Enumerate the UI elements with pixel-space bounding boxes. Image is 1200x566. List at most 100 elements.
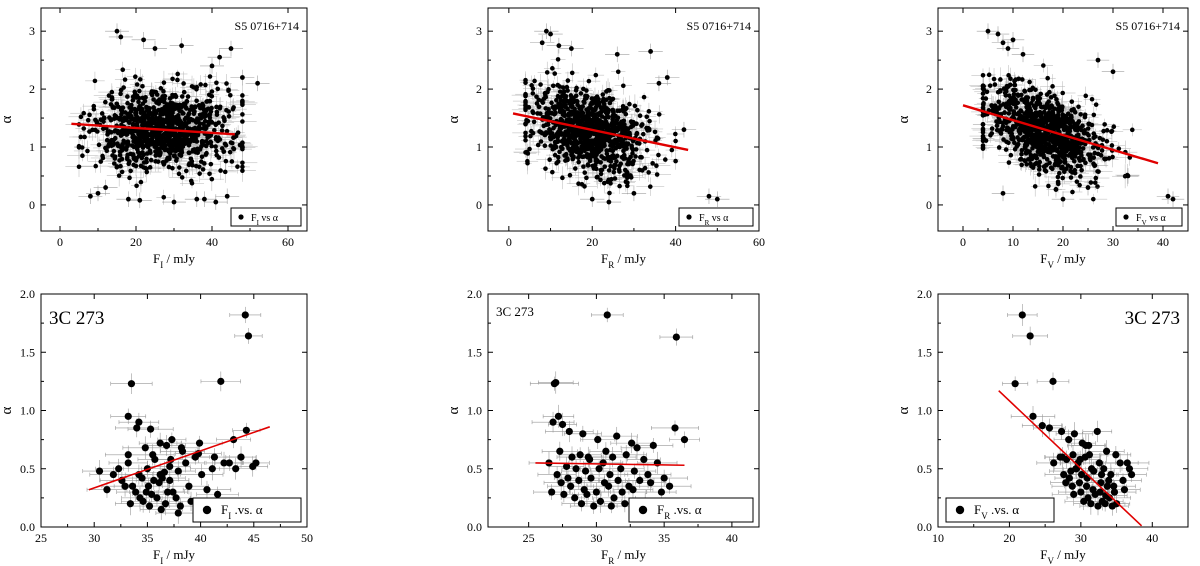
data-point — [640, 131, 646, 137]
data-point — [138, 179, 144, 185]
data-point — [186, 112, 191, 118]
data-point — [240, 102, 245, 108]
data-point — [137, 88, 142, 94]
data-point — [94, 120, 100, 125]
data-point — [654, 163, 659, 169]
data-point — [103, 145, 108, 151]
data-point — [85, 148, 90, 154]
data-point — [147, 165, 153, 170]
data-points — [76, 67, 245, 200]
data-point — [134, 128, 139, 134]
panel-label: S5 0716+714 — [235, 19, 299, 33]
data-point — [166, 164, 172, 170]
data-point — [231, 145, 236, 151]
data-point — [240, 119, 245, 124]
data-point — [125, 100, 130, 106]
data-point — [240, 160, 245, 166]
data-point — [227, 149, 233, 155]
x-tick-label: 60 — [282, 235, 294, 249]
fit-line — [71, 122, 235, 136]
data-point — [137, 116, 142, 122]
data-point — [133, 163, 139, 169]
data-point — [578, 91, 584, 96]
data-point — [179, 137, 184, 143]
data-point — [130, 98, 136, 103]
data-point — [213, 121, 218, 127]
data-point — [203, 125, 209, 131]
data-point — [161, 162, 167, 167]
data-point — [141, 118, 147, 124]
data-point — [240, 164, 245, 170]
data-point — [231, 105, 236, 110]
data-point — [214, 109, 220, 115]
data-point — [255, 80, 260, 86]
data-point — [92, 78, 98, 84]
x-tick-label: 0 — [57, 235, 63, 249]
data-point — [125, 196, 131, 202]
data-point — [176, 121, 182, 127]
data-point — [133, 74, 138, 80]
data-point — [199, 138, 205, 144]
data-point — [155, 129, 161, 135]
data-point — [155, 98, 161, 104]
data-point — [135, 142, 140, 148]
data-point — [220, 123, 225, 129]
data-point — [130, 94, 136, 100]
data-point — [157, 108, 163, 114]
data-point — [175, 132, 181, 138]
data-point — [127, 159, 132, 164]
data-point — [221, 115, 226, 120]
data-point — [179, 175, 185, 180]
data-point — [81, 110, 87, 116]
data-point — [141, 165, 146, 170]
data-point — [218, 168, 223, 173]
data-point — [132, 89, 138, 95]
data-point — [145, 108, 150, 114]
data-point — [141, 37, 147, 43]
data-point — [226, 114, 232, 119]
data-point — [235, 164, 240, 169]
data-point — [137, 197, 143, 203]
data-point — [160, 94, 166, 99]
data-point — [163, 118, 168, 123]
data-point — [149, 89, 155, 94]
data-point — [185, 133, 190, 138]
data-point — [114, 164, 120, 169]
data-point — [209, 176, 215, 182]
data-point — [128, 168, 133, 174]
x-tick-label: 20 — [130, 235, 142, 249]
data-point — [170, 130, 176, 136]
data-point — [112, 156, 118, 161]
data-point — [171, 199, 177, 205]
data-point — [181, 89, 187, 95]
data-point — [112, 116, 117, 121]
data-point — [158, 86, 164, 91]
data-point — [209, 105, 214, 111]
data-point — [215, 138, 221, 144]
data-point — [147, 132, 152, 138]
data-point — [170, 165, 175, 171]
data-point — [162, 139, 167, 145]
data-point — [111, 161, 117, 166]
data-point — [76, 143, 82, 149]
data-point — [240, 168, 245, 174]
data-point — [175, 71, 180, 77]
data-point — [205, 98, 211, 104]
data-point — [167, 155, 172, 160]
data-point — [179, 43, 185, 49]
data-point — [216, 155, 222, 160]
data-point — [120, 128, 126, 134]
data-point — [129, 128, 135, 133]
data-point — [82, 134, 87, 140]
data-point — [119, 169, 125, 175]
data-point — [198, 105, 203, 111]
data-point — [217, 104, 223, 110]
data-point — [200, 167, 206, 172]
data-point — [228, 140, 234, 145]
data-point — [132, 106, 138, 112]
data-point — [169, 123, 175, 129]
data-point — [151, 132, 156, 137]
data-point — [122, 110, 128, 115]
data-point — [196, 164, 202, 170]
data-point — [149, 92, 155, 98]
